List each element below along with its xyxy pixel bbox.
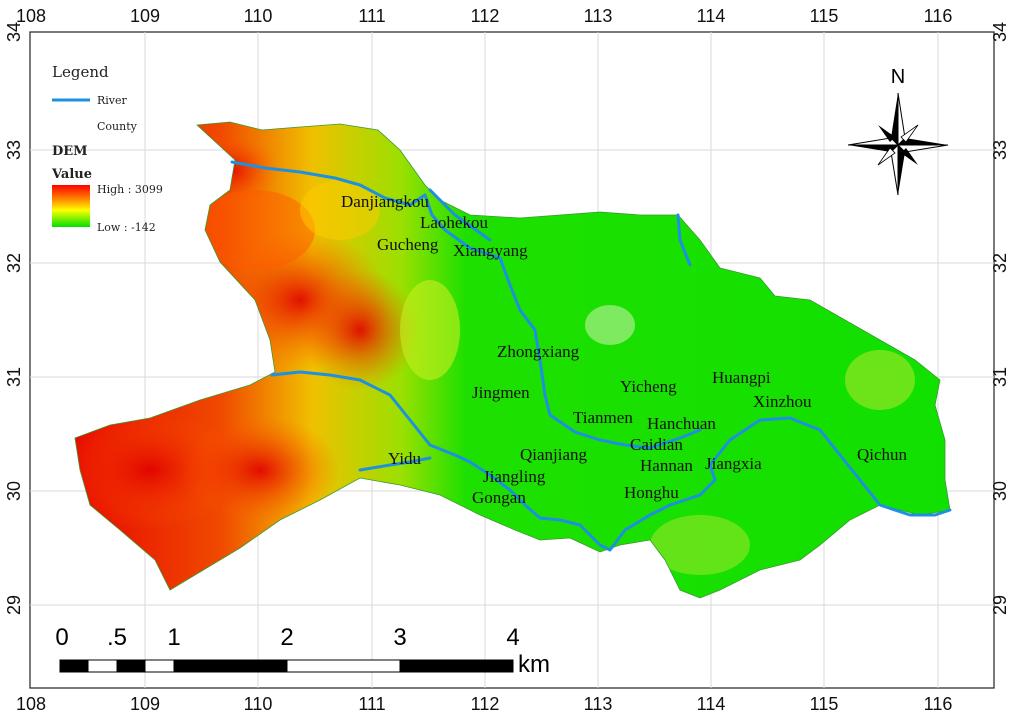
city-label: Yicheng [620, 377, 677, 396]
city-label: Yidu [388, 449, 422, 468]
legend-value-title: Value [51, 167, 92, 182]
latitude-tick-right: 33 [990, 140, 1010, 160]
scale-bar-label: 2 [280, 624, 293, 651]
city-label: Gucheng [377, 235, 439, 254]
yangtze-river [270, 370, 952, 552]
longitude-tick-top: 109 [130, 6, 160, 26]
city-label: Laohekou [420, 213, 488, 232]
latitude-tick-right: 29 [990, 595, 1010, 615]
latitude-tick-right: 34 [990, 22, 1010, 42]
longitude-tick-bottom: 115 [810, 694, 839, 714]
latitude-tick-left: 31 [4, 367, 24, 387]
tributary-north [428, 188, 492, 242]
city-label: Hannan [640, 456, 693, 475]
longitude-tick-bottom: 110 [244, 694, 273, 714]
latitude-tick-right: 31 [990, 367, 1010, 387]
longitude-tick-bottom: 108 [16, 694, 46, 714]
city-label: Gongan [472, 488, 526, 507]
longitude-tick-bottom: 116 [924, 694, 953, 714]
city-label: Jiangxia [705, 454, 762, 473]
city-label: Zhongxiang [497, 342, 580, 361]
scale-bar-label: .5 [107, 624, 127, 651]
longitude-tick-top: 113 [584, 6, 613, 26]
longitude-tick-top: 115 [810, 6, 839, 26]
longitude-tick-bottom: 112 [471, 694, 500, 714]
latitude-tick-left: 34 [4, 22, 24, 42]
longitude-tick-top: 110 [244, 6, 273, 26]
legend-color-ramp [52, 185, 90, 227]
scale-bar: 0 .5 1 2 3 4 km [55, 624, 550, 678]
axis-labels: 108 108 109 109 110 110 111 111 112 112 113 113 114 1… [4, 6, 1010, 714]
legend-county-label: County [97, 120, 138, 133]
tributary-qing [358, 456, 432, 472]
longitude-tick-bottom: 114 [697, 694, 726, 714]
legend-high-label: High : 3099 [97, 183, 163, 196]
city-label: Tianmen [573, 408, 633, 427]
longitude-tick-bottom: 109 [130, 694, 160, 714]
longitude-tick-top: 114 [697, 6, 726, 26]
latitude-tick-right: 30 [990, 481, 1010, 501]
city-label: Honghu [624, 483, 679, 502]
longitude-tick-bottom: 111 [358, 694, 385, 714]
longitude-tick-top: 112 [471, 6, 500, 26]
legend-title: Legend [52, 63, 109, 81]
longitude-tick-top: 111 [358, 6, 385, 26]
tributary-east [676, 213, 692, 267]
legend-river-label: River [97, 94, 128, 107]
city-label: Caidian [630, 435, 683, 454]
rivers [230, 160, 952, 552]
scale-bar-label: 4 [506, 624, 519, 651]
north-arrow: N [847, 66, 949, 196]
city-label: Qichun [857, 445, 908, 464]
longitude-tick-bottom: 113 [584, 694, 613, 714]
scale-unit: km [518, 651, 550, 678]
latitude-tick-left: 33 [4, 140, 24, 160]
city-label: Xiangyang [453, 241, 528, 260]
han-river [230, 160, 702, 450]
latitude-tick-left: 29 [4, 595, 24, 615]
city-label: Jingmen [472, 383, 530, 402]
city-label: Huangpi [712, 368, 771, 387]
scale-bar-label: 0 [55, 624, 68, 651]
scale-bar-label: 3 [393, 624, 406, 651]
latitude-tick-left: 30 [4, 481, 24, 501]
city-labels: Danjiangkou Laohekou Gucheng Xiangyang Zhong… [341, 192, 908, 507]
latitude-tick-left: 32 [4, 253, 24, 273]
legend-dem-title: DEM [52, 144, 88, 159]
province-boundary [74, 121, 951, 599]
north-label: N [891, 66, 905, 88]
city-label: Qianjiang [520, 445, 588, 464]
latitude-tick-right: 32 [990, 253, 1010, 273]
longitude-tick-top: 108 [16, 6, 46, 26]
longitude-tick-top: 116 [924, 6, 953, 26]
scale-bar-label: 1 [167, 624, 180, 651]
legend-low-label: Low : -142 [97, 221, 156, 234]
city-label: Xinzhou [753, 392, 812, 411]
legend: Legend River County DEM Value High : 309… [51, 63, 163, 234]
city-label: Danjiangkou [341, 192, 429, 211]
city-label: Hanchuan [647, 414, 716, 433]
city-label: Jiangling [483, 467, 546, 486]
north-arrow-icon [891, 93, 898, 145]
